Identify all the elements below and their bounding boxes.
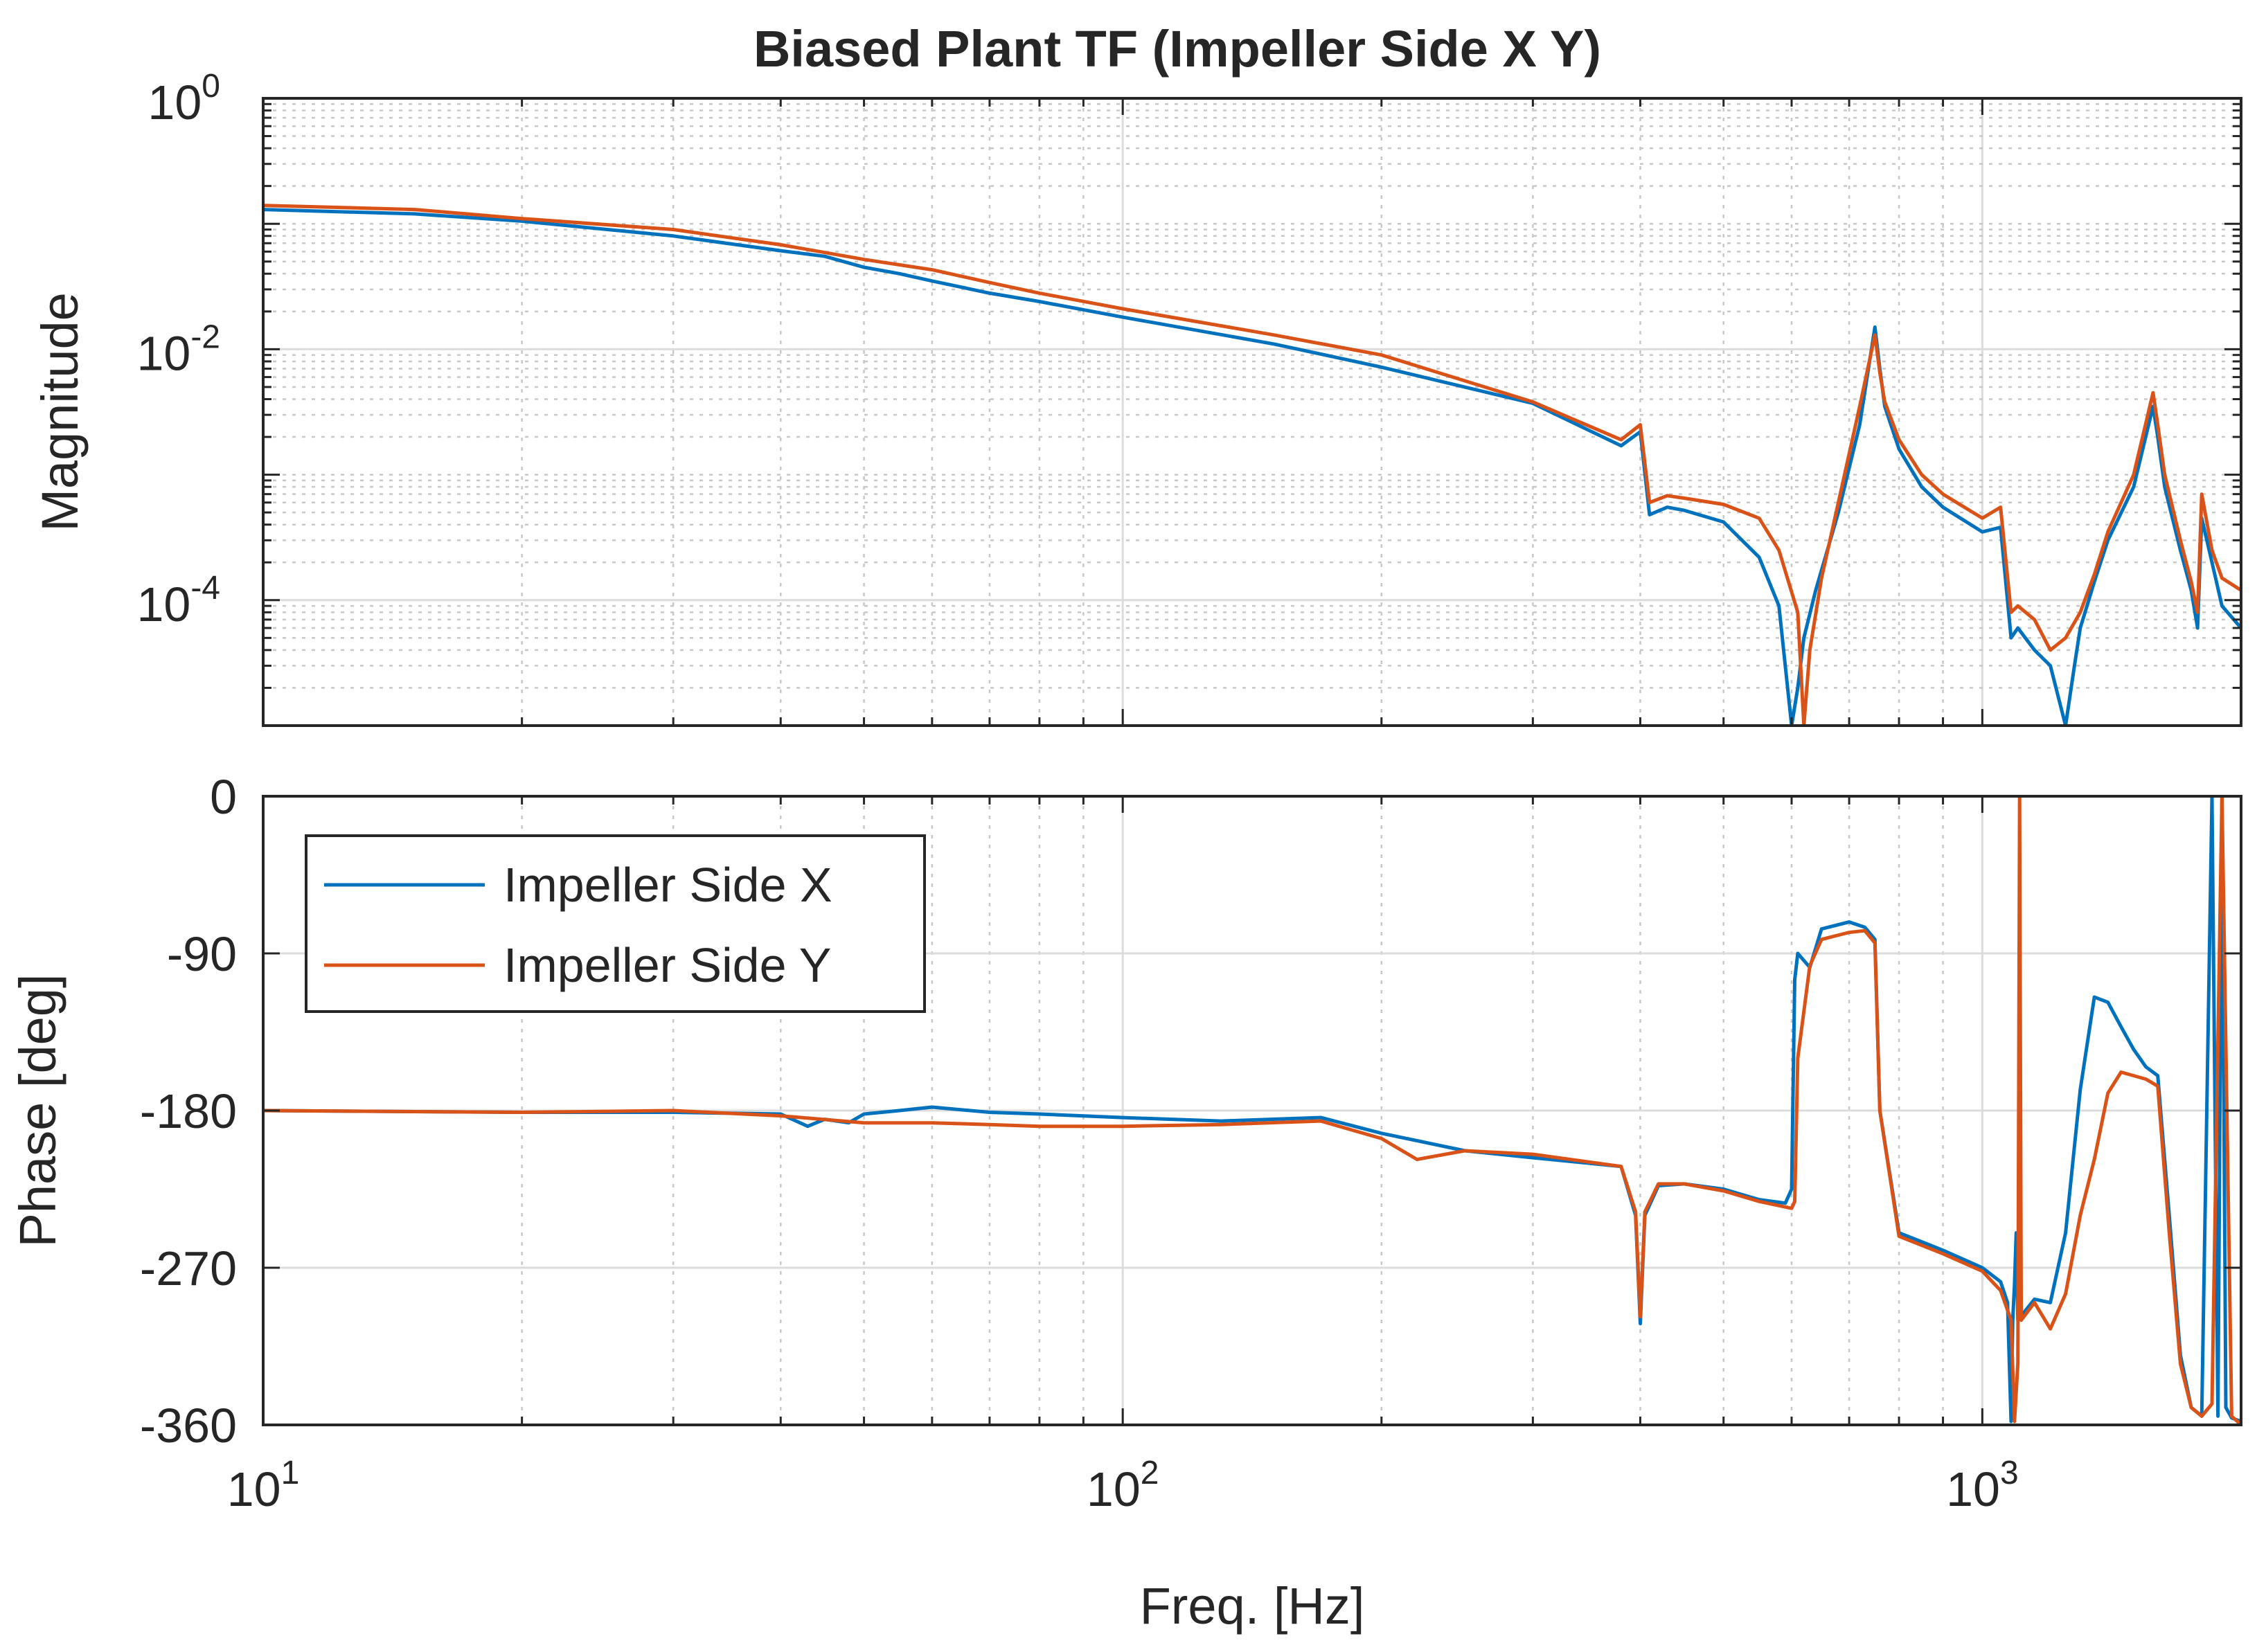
x-tick-label: 103	[1946, 1455, 2019, 1516]
magnitude-ticks: 100 10-2 10-4	[136, 68, 2242, 727]
phase-y-tick-label: 0	[210, 770, 237, 824]
magnitude-plot-area	[263, 204, 2241, 726]
magnitude-axes-box	[262, 97, 2242, 727]
legend-label-y: Impeller Side Y	[503, 938, 831, 992]
phase-series-y	[263, 796, 2241, 1425]
phase-y-tick-label: -360	[140, 1399, 237, 1453]
magnitude-series-x	[263, 208, 2241, 726]
magnitude-panel: 100 10-2 10-4 Magnitude	[31, 68, 2242, 727]
phase-y-tick-label: -90	[167, 927, 237, 981]
legend-box	[305, 834, 926, 1013]
legend-label-x: Impeller Side X	[503, 858, 832, 912]
magnitude-series-y	[263, 204, 2241, 726]
phase-y-tick-label: -270	[140, 1241, 237, 1295]
phase-series	[263, 796, 2241, 1425]
legend: Impeller Side X Impeller Side Y	[305, 834, 926, 1013]
x-tick-label: 102	[1087, 1455, 1159, 1516]
chart-title: Biased Plant TF (Impeller Side X Y)	[753, 20, 1601, 78]
phase-series-x	[263, 796, 2241, 1424]
phase-y-tick-label: -180	[140, 1084, 237, 1138]
x-tick-label: 101	[227, 1455, 300, 1516]
magnitude-series	[263, 204, 2241, 726]
phase-y-label: Phase [deg]	[9, 974, 66, 1248]
magnitude-y-label: Magnitude	[31, 292, 89, 532]
phase-plot-area	[263, 796, 2241, 1425]
x-axis-label: Freq. [Hz]	[1140, 1577, 1365, 1635]
magnitude-grid	[262, 98, 2242, 727]
magnitude-y-tick-label: 10-4	[136, 570, 220, 631]
magnitude-y-tick-label: 100	[148, 68, 220, 129]
magnitude-y-tick-label: 10-2	[136, 318, 220, 380]
